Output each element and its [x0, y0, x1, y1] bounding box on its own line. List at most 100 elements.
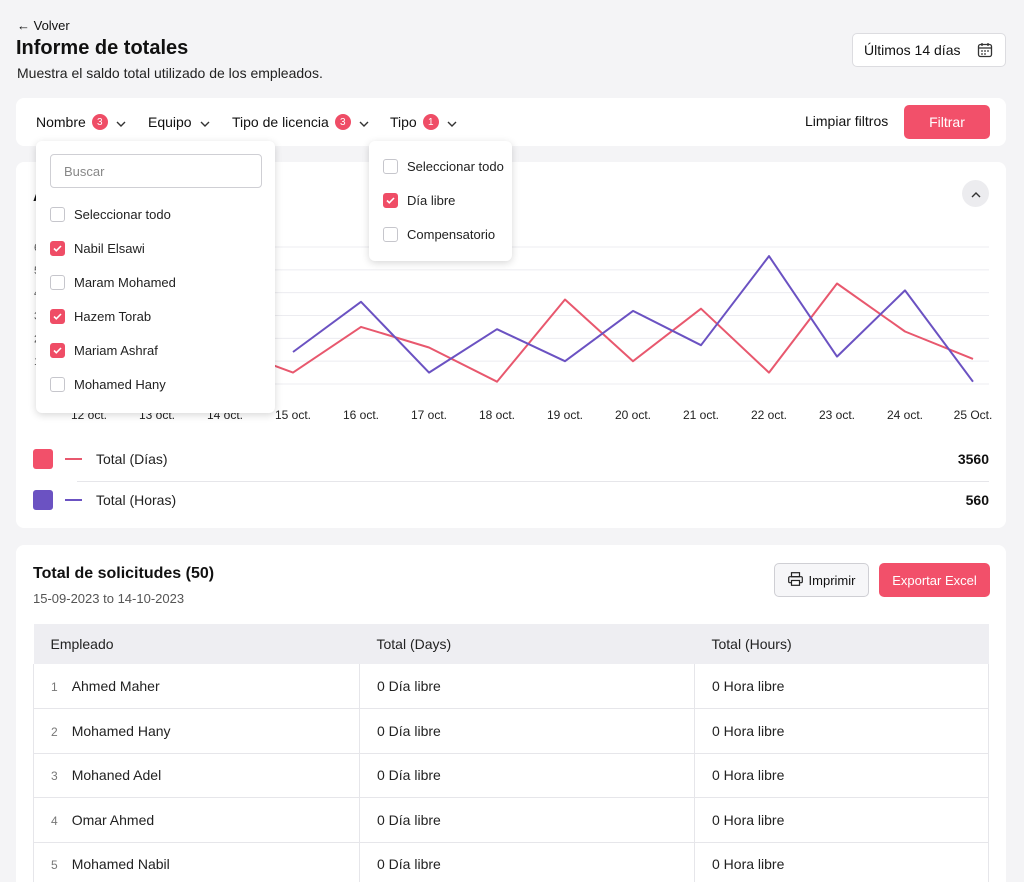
table-row[interactable]: 2 Mohamed Hany 0 Día libre 0 Hora libre: [33, 708, 989, 753]
filter-count-badge: 3: [334, 114, 351, 130]
x-tick-label: 24 oct.: [887, 408, 923, 422]
x-tick-label: 15 oct.: [275, 408, 311, 422]
requests-date-range: 15-09-2023 to 14-10-2023: [33, 591, 185, 606]
page-subtitle: Muestra el saldo total utilizado de los …: [17, 65, 323, 81]
days-cell: 0 Día libre: [359, 708, 695, 753]
option-type[interactable]: Día libre: [383, 192, 455, 208]
row-number: 3: [51, 769, 58, 784]
column-header: Total (Hours): [711, 636, 792, 652]
checkbox[interactable]: [383, 158, 398, 174]
column-header: Empleado: [50, 636, 114, 652]
print-button[interactable]: Imprimir: [774, 563, 869, 597]
option-employee[interactable]: Mariam Ashraf: [50, 342, 158, 358]
option-label: Compensatorio: [407, 226, 496, 242]
requests-title: Total de solicitudes (50): [33, 565, 215, 582]
option-employee[interactable]: Maram Mohamed: [50, 274, 176, 290]
filter-label: Tipo de licencia: [232, 114, 329, 130]
row-number: 4: [51, 813, 58, 828]
option-employee[interactable]: Nabil Elsawi: [50, 240, 145, 256]
filter-label: Tipo: [390, 114, 417, 130]
employee-cell: 3 Mohaned Adel: [33, 753, 360, 798]
search-input[interactable]: [50, 154, 262, 188]
employee-name: Ahmed Maher: [71, 678, 160, 694]
x-tick-label: 22 oct.: [751, 408, 787, 422]
table-row[interactable]: 1 Ahmed Maher 0 Día libre 0 Hora libre: [33, 664, 989, 709]
filter-bar: Nombre 3 Equipo Tipo de licencia 3 Tipo …: [16, 98, 1006, 146]
page-title: Informe de totales: [16, 37, 189, 59]
type-filter-dropdown: Seleccionar todo Día libre Compensatorio: [369, 141, 512, 261]
option-type[interactable]: Compensatorio: [383, 226, 495, 242]
checkbox[interactable]: [50, 206, 65, 222]
legend-swatch: [33, 449, 53, 469]
filter-equipo[interactable]: Equipo: [148, 98, 210, 146]
check-icon: [53, 312, 62, 320]
x-tick-label: 20 oct.: [615, 408, 651, 422]
x-tick-label: 16 oct.: [343, 408, 379, 422]
printer-icon: [787, 571, 803, 589]
employee-name: Mohaned Adel: [71, 767, 162, 784]
date-range-label: Últimos 14 días: [864, 42, 961, 58]
table-row[interactable]: 5 Mohamed Nabil 0 Día libre 0 Hora libre: [33, 842, 989, 882]
employee-name: Mohamed Hany: [71, 722, 171, 739]
requests-table: Empleado Total (Days) Total (Hours) 1 Ahm…: [33, 624, 989, 882]
option-label: Mohamed Hany: [74, 376, 166, 392]
checkbox[interactable]: [50, 274, 65, 290]
chevron-down-icon: [359, 114, 369, 130]
days-cell: 0 Día libre: [359, 664, 695, 709]
employee-cell: 4 Omar Ahmed: [33, 797, 360, 842]
filter-count-badge: 3: [91, 114, 108, 130]
legend-line: [65, 499, 82, 501]
series-line-1: [292, 255, 974, 383]
hours-cell: 0 Hora libre: [694, 797, 989, 842]
option-select-all[interactable]: Seleccionar todo: [50, 206, 171, 222]
collapse-button[interactable]: [962, 180, 989, 207]
checkbox[interactable]: [50, 240, 65, 256]
legend-row-days: Total (Días) 3560: [33, 448, 989, 470]
date-range-picker[interactable]: Últimos 14 días: [852, 33, 1006, 67]
name-filter-dropdown: Seleccionar todo Nabil Elsawi Maram Moha…: [36, 141, 275, 413]
option-employee[interactable]: Hazem Torab: [50, 308, 151, 324]
filter-nombre[interactable]: Nombre 3: [36, 98, 126, 146]
hours-cell: 0 Hora libre: [694, 753, 989, 798]
clear-filters-link[interactable]: Limpiar filtros: [805, 113, 889, 129]
checkbox[interactable]: [50, 376, 65, 392]
table-row[interactable]: 4 Omar Ahmed 0 Día libre 0 Hora libre: [33, 797, 989, 842]
employee-cell: 5 Mohamed Nabil: [33, 842, 360, 882]
back-link[interactable]: ← Volver: [17, 18, 70, 33]
checkbox[interactable]: [383, 226, 398, 242]
table-row[interactable]: 3 Mohaned Adel 0 Día libre 0 Hora libre: [33, 753, 989, 798]
export-excel-button[interactable]: Exportar Excel: [879, 563, 990, 597]
apply-filter-button[interactable]: Filtrar: [904, 105, 990, 139]
option-label: Seleccionar todo: [74, 206, 171, 222]
print-label: Imprimir: [808, 572, 856, 588]
option-select-all[interactable]: Seleccionar todo: [383, 158, 504, 174]
filter-tipo-de-licencia[interactable]: Tipo de licencia 3: [232, 98, 369, 146]
x-tick-label: 18 oct.: [479, 408, 515, 422]
series-line-0: [224, 282, 974, 383]
legend-swatch: [33, 490, 53, 510]
x-tick-label: 23 oct.: [819, 408, 855, 422]
checkbox[interactable]: [50, 308, 65, 324]
checkbox[interactable]: [383, 192, 398, 208]
calendar-icon: [977, 42, 993, 61]
column-header: Total (Days): [376, 636, 452, 652]
option-label: Día libre: [407, 192, 456, 208]
days-cell: 0 Día libre: [359, 797, 695, 842]
employee-name: Mohamed Nabil: [71, 856, 170, 873]
option-label: Hazem Torab: [74, 308, 152, 324]
days-cell: 0 Día libre: [359, 753, 695, 798]
chevron-down-icon: [200, 114, 210, 130]
checkbox[interactable]: [50, 342, 65, 358]
hours-cell: 0 Hora libre: [694, 664, 989, 709]
chevron-down-icon: [116, 114, 126, 130]
row-number: 2: [51, 724, 58, 739]
x-tick-label: 21 oct.: [683, 408, 719, 422]
option-label: Nabil Elsawi: [74, 240, 145, 256]
days-cell: 0 Día libre: [359, 842, 695, 882]
legend-line: [65, 458, 82, 460]
filter-label: Nombre: [36, 114, 86, 130]
option-employee[interactable]: Mohamed Hany: [50, 376, 166, 392]
check-icon: [386, 196, 395, 204]
requests-card: Total de solicitudes (50) 15-09-2023 to …: [16, 545, 1006, 882]
filter-tipo[interactable]: Tipo 1: [390, 98, 457, 146]
